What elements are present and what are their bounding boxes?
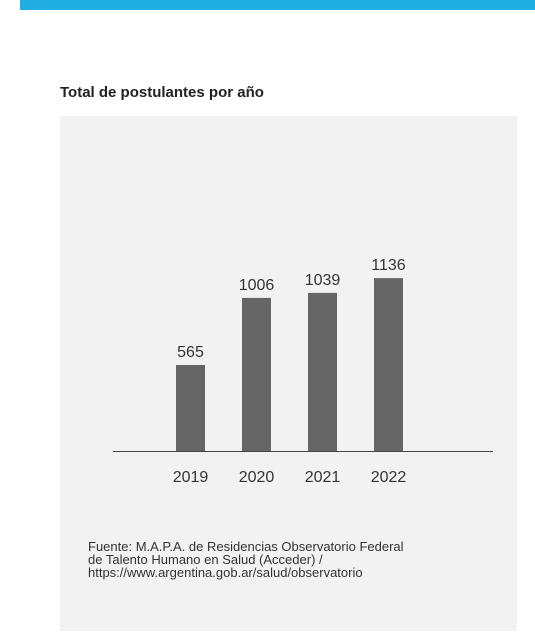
data-label-2020: 1006 bbox=[239, 277, 275, 294]
bar-2021 bbox=[308, 292, 337, 451]
bar-2022 bbox=[374, 278, 403, 451]
chart-panel: 565 2019 1006 2020 1039 2021 1136 2022 Fuente: … bbox=[60, 116, 517, 631]
data-label-2021: 1039 bbox=[305, 272, 341, 289]
top-accent-band bbox=[20, 0, 535, 10]
x-tick-label-2019: 2019 bbox=[173, 469, 209, 486]
x-tick-label-2021: 2021 bbox=[305, 469, 341, 486]
x-tick-label-2022: 2022 bbox=[371, 469, 407, 486]
bar-2020 bbox=[242, 297, 271, 451]
bar-chart: 565 2019 1006 2020 1039 2021 1136 2022 bbox=[113, 257, 493, 486]
source-note: Fuente: M.A.P.A. de Residencias Observat… bbox=[88, 540, 508, 579]
source-line-2: de Talento Humano en Salud (Acceder) / bbox=[88, 552, 323, 567]
data-label-2022: 1136 bbox=[371, 257, 406, 274]
data-label-2019: 565 bbox=[177, 344, 204, 361]
source-line-1: Fuente: M.A.P.A. de Residencias Observat… bbox=[88, 539, 404, 554]
bar-2019 bbox=[176, 365, 205, 451]
chart-title: Total de postulantes por año bbox=[60, 84, 264, 101]
source-line-3: https://www.argentina.gob.ar/salud/obser… bbox=[88, 565, 363, 580]
x-tick-label-2020: 2020 bbox=[239, 469, 275, 486]
